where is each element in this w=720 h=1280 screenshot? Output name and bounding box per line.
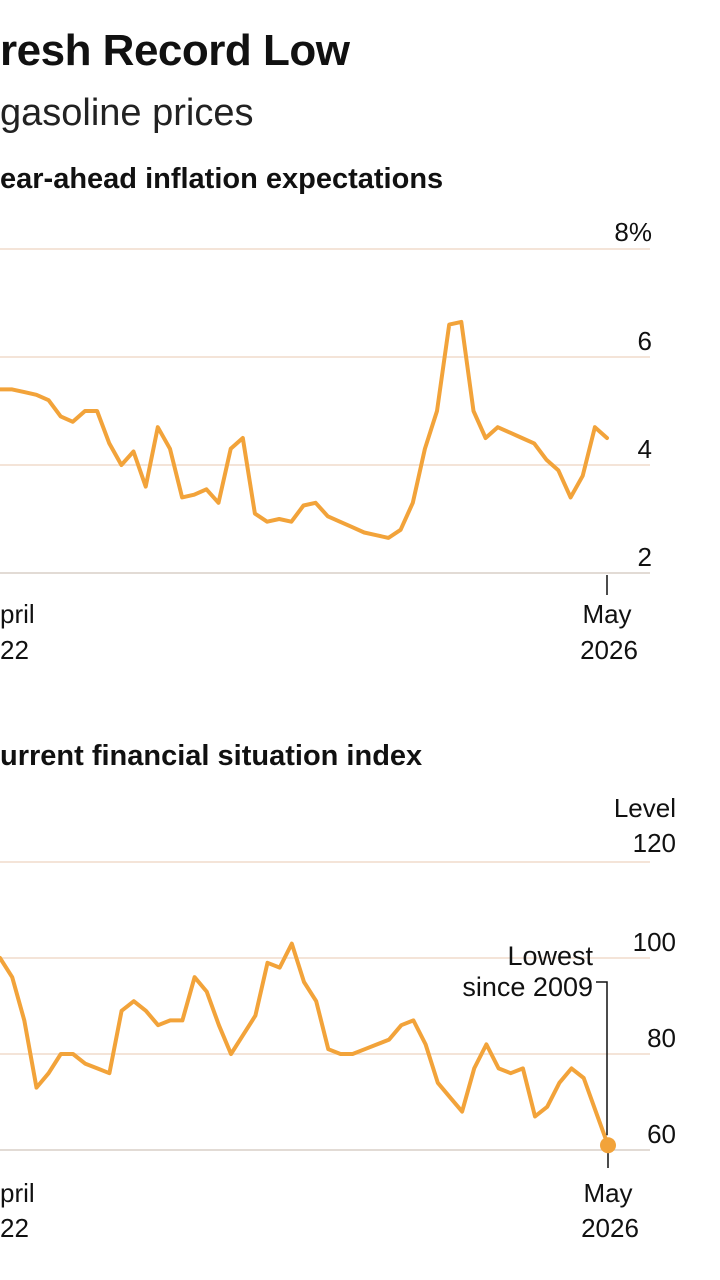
y-tick-label: 80 <box>647 1023 676 1053</box>
x-start-label-line2: 22 <box>0 635 29 665</box>
x-start-label-line1: pril <box>0 1178 35 1208</box>
annotation-line2: since 2009 <box>462 972 593 1002</box>
headline: resh Record Low <box>0 26 350 75</box>
chart-title-inflation: ear-ahead inflation expectations <box>0 163 444 195</box>
y-tick-label: 100 <box>633 927 676 957</box>
y-tick-label: 2 <box>638 542 652 572</box>
chart-title-financial: urrent financial situation index <box>0 740 423 772</box>
y-axis-unit: Level <box>614 793 676 823</box>
x-end-label-line2: 2026 <box>580 635 638 665</box>
y-tick-label: 6 <box>638 326 652 356</box>
x-start-label-line1: pril <box>0 599 35 629</box>
end-point-marker <box>600 1137 616 1154</box>
series-line <box>0 319 609 540</box>
series-line <box>0 941 610 1148</box>
y-tick-label: 60 <box>647 1119 676 1149</box>
y-tick-label: 8% <box>614 217 652 247</box>
annotation-line1: Lowest <box>507 941 593 971</box>
x-end-label-line2: 2026 <box>581 1213 639 1243</box>
annotation-leader <box>596 981 608 1136</box>
x-end-label-line1: May <box>582 599 631 629</box>
subheadline: gasoline prices <box>0 92 254 134</box>
inflation-chart: 8% 6 4 2 pril 22 May 2026 <box>0 217 652 665</box>
y-tick-label: 120 <box>633 828 676 858</box>
x-end-label-line1: May <box>583 1178 632 1208</box>
x-start-label-line2: 22 <box>0 1213 29 1243</box>
y-tick-label: 4 <box>638 434 652 464</box>
